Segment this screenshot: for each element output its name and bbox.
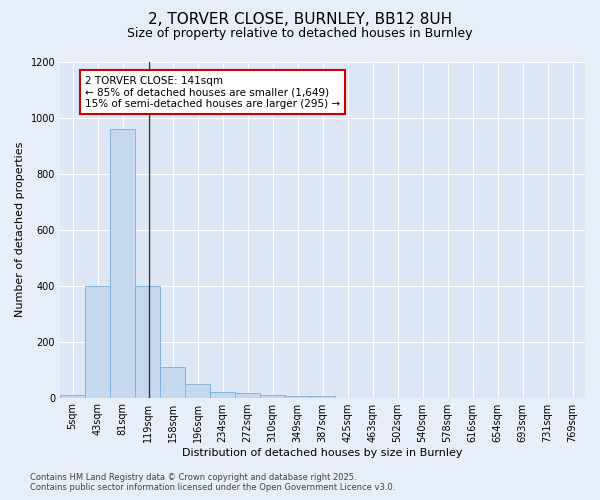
Y-axis label: Number of detached properties: Number of detached properties — [15, 142, 25, 317]
Bar — [160, 367, 185, 398]
Bar — [60, 395, 85, 398]
Text: 2 TORVER CLOSE: 141sqm
← 85% of detached houses are smaller (1,649)
15% of semi-: 2 TORVER CLOSE: 141sqm ← 85% of detached… — [85, 76, 340, 108]
Bar — [235, 394, 260, 398]
Text: Contains HM Land Registry data © Crown copyright and database right 2025.
Contai: Contains HM Land Registry data © Crown c… — [30, 473, 395, 492]
Text: Size of property relative to detached houses in Burnley: Size of property relative to detached ho… — [127, 28, 473, 40]
Bar — [310, 396, 335, 398]
Bar — [110, 128, 135, 398]
Bar — [260, 395, 285, 398]
Bar — [185, 384, 210, 398]
Bar — [210, 392, 235, 398]
Bar — [285, 396, 310, 398]
Bar — [85, 286, 110, 398]
Text: 2, TORVER CLOSE, BURNLEY, BB12 8UH: 2, TORVER CLOSE, BURNLEY, BB12 8UH — [148, 12, 452, 28]
Bar — [135, 286, 160, 398]
X-axis label: Distribution of detached houses by size in Burnley: Distribution of detached houses by size … — [182, 448, 463, 458]
